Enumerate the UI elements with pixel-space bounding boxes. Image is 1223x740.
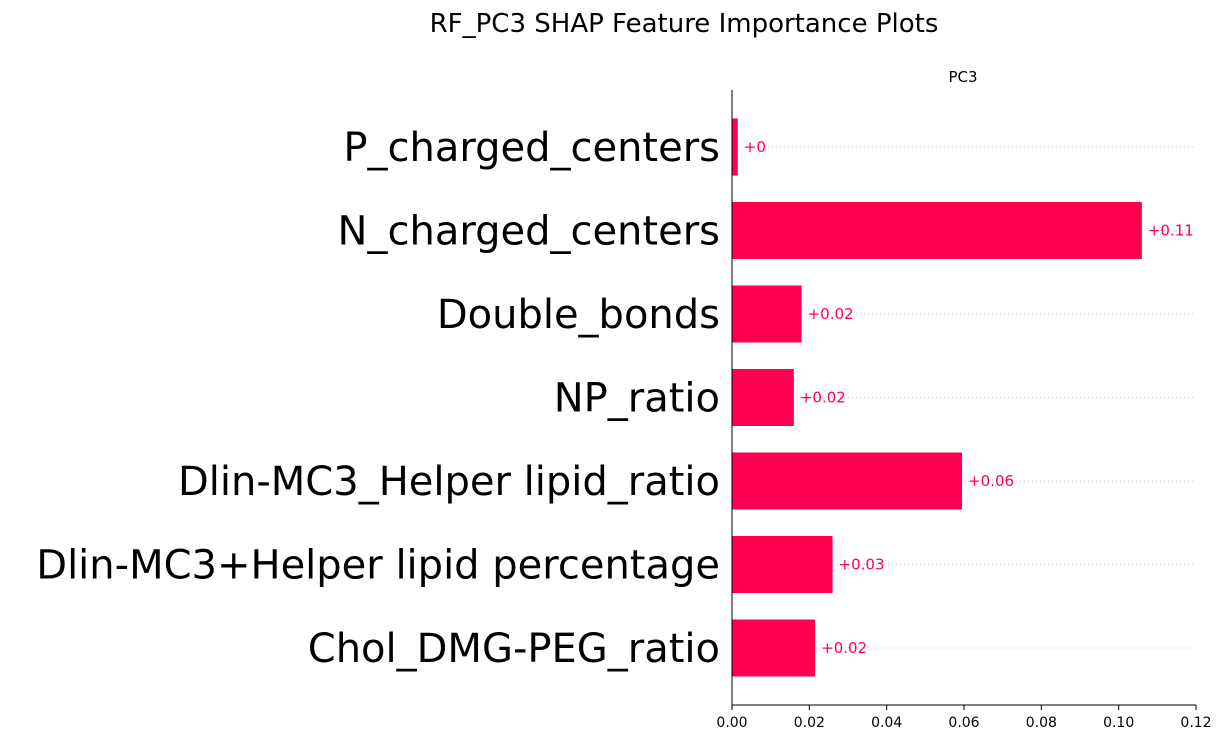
plot-subtitle: PC3 xyxy=(948,68,977,86)
feature-label: Double_bonds xyxy=(437,292,720,338)
x-tick-label: 0.10 xyxy=(1103,715,1134,731)
bar xyxy=(732,452,963,510)
bar xyxy=(732,202,1142,259)
feature-label: Chol_DMG-PEG_ratio xyxy=(308,626,720,672)
bar xyxy=(732,619,816,677)
feature-label: N_charged_centers xyxy=(338,209,720,255)
feature-label: NP_ratio xyxy=(554,376,720,422)
feature-label: P_charged_centers xyxy=(343,125,720,171)
feature-label: Dlin-MC3_Helper lipid_ratio xyxy=(178,459,720,505)
value-label: +0.03 xyxy=(839,556,885,574)
bar xyxy=(732,369,794,426)
axes: 0.00 0.02 0.04 0.06 0.08 0.10 0.12 xyxy=(716,90,1212,731)
x-tick-label: 0.12 xyxy=(1180,715,1211,731)
value-label: +0.02 xyxy=(800,389,846,407)
value-label: +0 xyxy=(744,138,766,156)
value-label: +0.11 xyxy=(1148,222,1194,240)
value-labels: +0 +0.11 +0.02 +0.02 +0.06 +0.03 +0.02 xyxy=(744,138,1194,657)
value-label: +0.02 xyxy=(808,305,854,323)
bar xyxy=(732,118,738,176)
bar xyxy=(732,536,833,593)
bars xyxy=(732,118,1142,677)
x-tick-label: 0.02 xyxy=(794,715,825,731)
x-tick-label: 0.06 xyxy=(948,715,979,731)
feature-labels: P_charged_centers N_charged_centers Double… xyxy=(36,125,720,672)
bar xyxy=(732,285,802,343)
feature-label: Dlin-MC3+Helper lipid percentage xyxy=(36,543,720,589)
chart-title: RF_PC3 SHAP Feature Importance Plots xyxy=(430,9,939,39)
value-label: +0.02 xyxy=(821,639,867,657)
x-tick-label: 0.04 xyxy=(871,715,902,731)
x-tick-label: 0.00 xyxy=(716,715,747,731)
value-label: +0.06 xyxy=(968,472,1014,490)
x-tick-label: 0.08 xyxy=(1026,715,1057,731)
